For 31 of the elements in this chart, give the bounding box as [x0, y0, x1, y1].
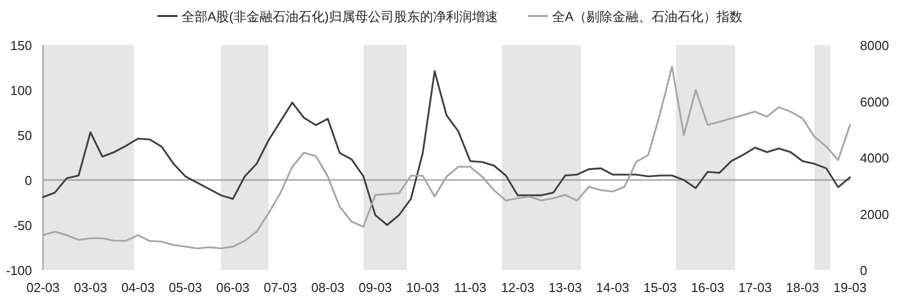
x-tick-label: 15-03 — [643, 280, 677, 295]
x-tick-label: 17-03 — [738, 280, 772, 295]
x-tick-label: 19-03 — [833, 280, 867, 295]
y2-tick-label: 0 — [860, 263, 868, 278]
y-tick-label: 150 — [10, 38, 32, 53]
x-tick-label: 13-03 — [548, 280, 582, 295]
legend-label: 全A（剔除金融、石油石化）指数 — [552, 9, 743, 24]
legend-label: 全部A股(非金融石油石化)归属母公司股东的净利润增速 — [181, 9, 498, 24]
x-tick-label: 04-03 — [121, 280, 155, 295]
x-tick-label: 12-03 — [501, 280, 534, 295]
y2-tick-label: 4000 — [860, 150, 889, 166]
y-tick-label: 100 — [10, 83, 32, 98]
y-tick-label: -50 — [13, 218, 32, 233]
x-tick-label: 05-03 — [168, 280, 202, 295]
x-tick-label: 10-03 — [406, 280, 440, 295]
y2-tick-label: 6000 — [860, 94, 889, 110]
x-tick-label: 02-03 — [26, 280, 60, 295]
y-tick-label: -100 — [6, 263, 32, 278]
x-tick-label: 07-03 — [264, 280, 297, 295]
x-tick-label: 16-03 — [690, 280, 724, 295]
y-tick-label: 50 — [18, 128, 32, 143]
x-tick-label: 03-03 — [74, 280, 108, 295]
x-tick-label: 08-03 — [311, 280, 344, 295]
y2-tick-label: 2000 — [860, 206, 889, 222]
x-tick-label: 06-03 — [216, 280, 250, 295]
x-tick-label: 14-03 — [596, 280, 630, 295]
x-tick-label: 09-03 — [358, 280, 392, 295]
y-tick-label: 0 — [24, 173, 32, 188]
x-tick-label: 18-03 — [786, 280, 820, 295]
x-tick-label: 11-03 — [454, 280, 486, 295]
y2-tick-label: 8000 — [860, 38, 889, 53]
